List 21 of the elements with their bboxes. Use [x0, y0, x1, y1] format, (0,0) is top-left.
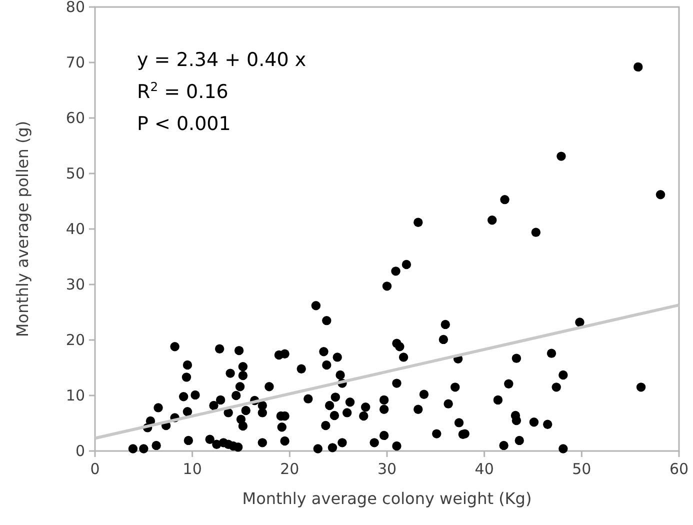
x-axis-title: Monthly average colony weight (Kg) [242, 489, 532, 508]
y-tick-label: 80 [66, 0, 85, 16]
y-axis-title: Monthly average pollen (g) [13, 120, 32, 338]
y-tick-label: 10 [66, 386, 85, 404]
x-tick-label: 60 [669, 460, 689, 478]
x-tick-label: 30 [377, 460, 397, 478]
annotation: P < 0.001 [137, 113, 231, 135]
x-tick-label: 0 [90, 460, 100, 478]
annotation: y = 2.34 + 0.40 x [137, 49, 306, 71]
y-tick-label: 40 [66, 220, 85, 238]
annotation: R$^{2}$ = 0.16 [137, 80, 228, 103]
x-tick-label: 20 [280, 460, 300, 478]
y-tick-label: 30 [66, 276, 85, 294]
y-tick-label: 50 [66, 164, 85, 182]
y-tick-label: 70 [66, 54, 85, 72]
x-tick-label: 10 [182, 460, 202, 478]
y-tick-label: 60 [66, 109, 85, 127]
x-tick-label: 40 [474, 460, 494, 478]
x-tick-label: 50 [572, 460, 592, 478]
y-tick-label: 20 [66, 331, 85, 349]
y-tick-label: 0 [75, 442, 85, 460]
